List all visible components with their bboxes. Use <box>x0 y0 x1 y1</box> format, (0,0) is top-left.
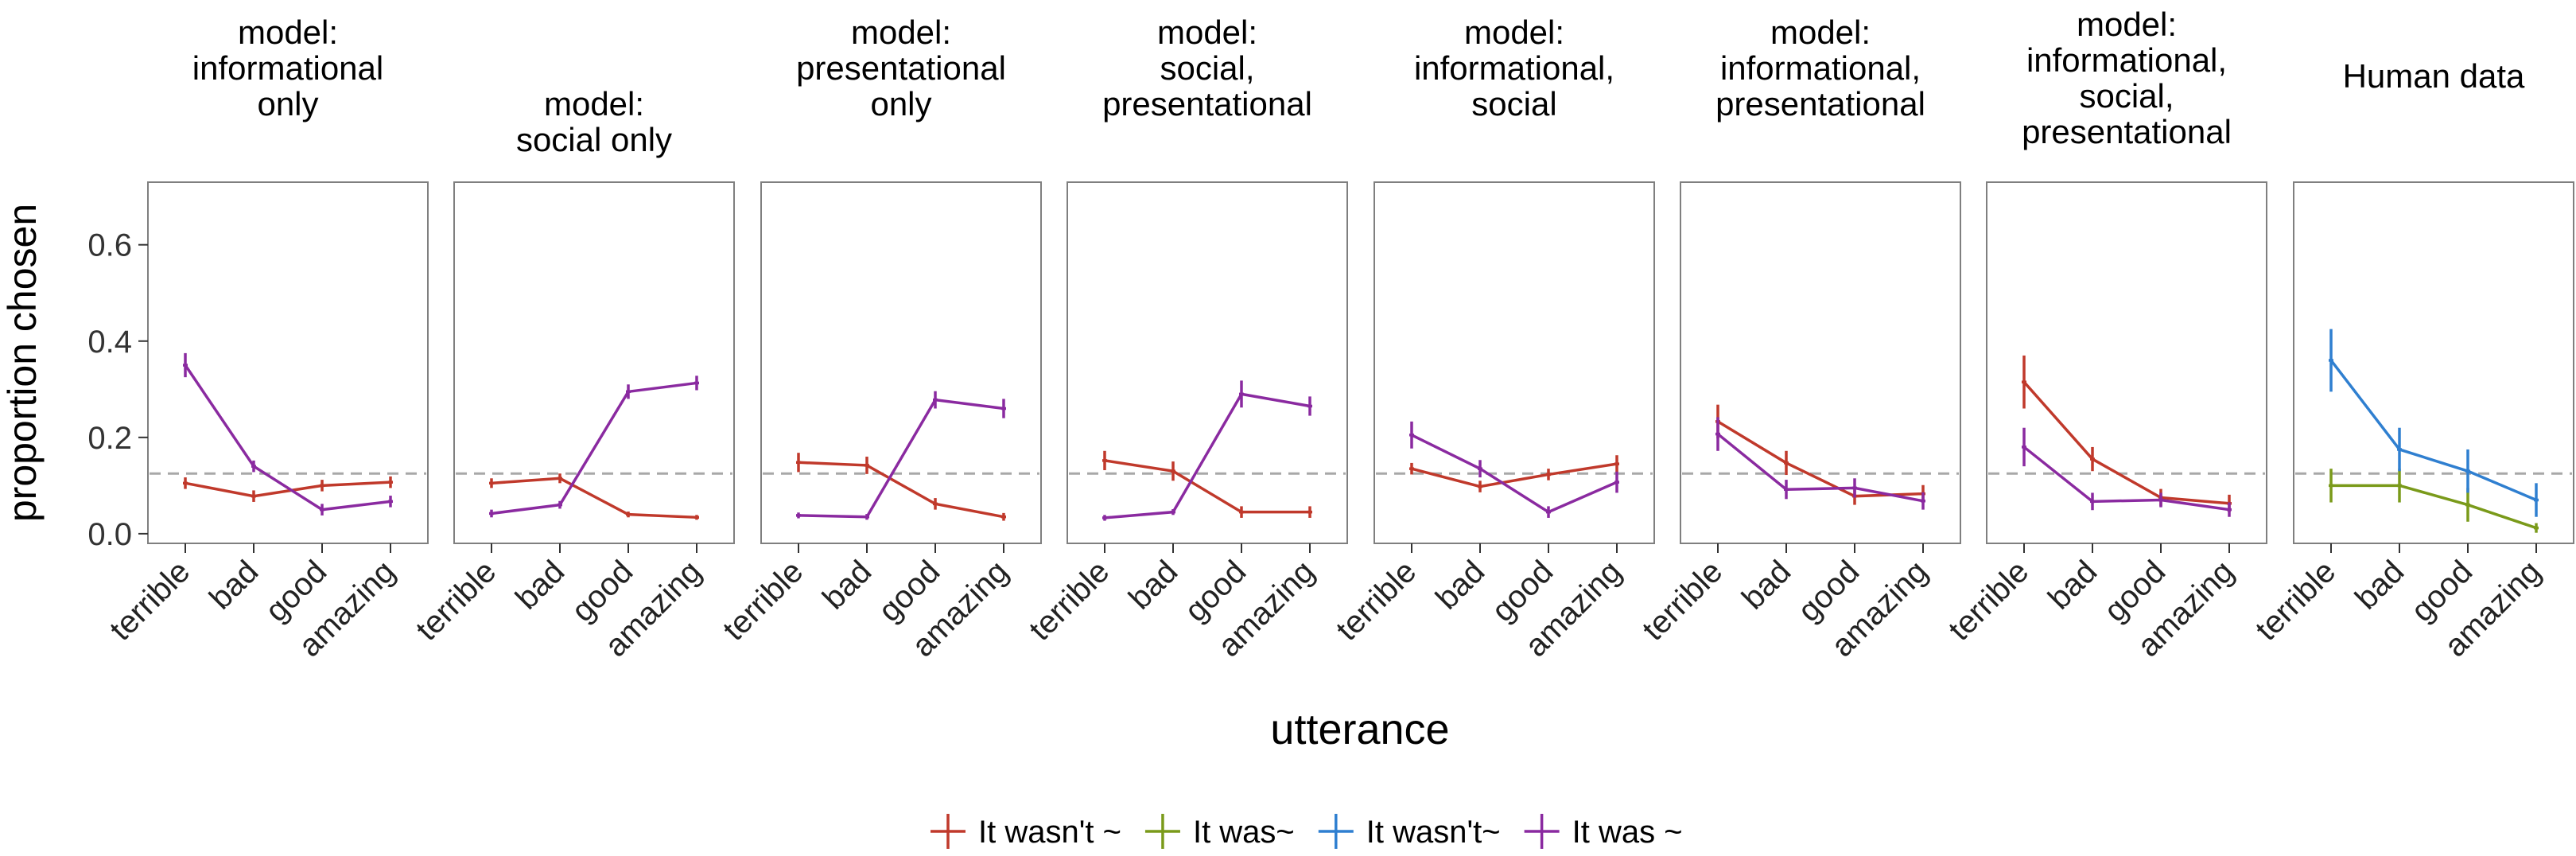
legend-label: It was~ <box>1193 815 1295 850</box>
facet-title-line: social <box>1471 85 1556 123</box>
panel-frame <box>2293 181 2574 544</box>
series-3 <box>489 375 699 518</box>
series-1 <box>2329 469 2539 533</box>
facet-title-line: social only <box>516 121 672 158</box>
series-line <box>185 481 391 498</box>
legend-label: It was ~ <box>1572 815 1683 850</box>
facet-title-line: presentational <box>1715 85 1925 123</box>
facet-title-line: model: <box>1157 14 1257 51</box>
legend-item: It was~ <box>1144 814 1295 850</box>
series-0 <box>796 453 1006 521</box>
panel-frame <box>1680 181 1961 544</box>
y-tick-label: 0.0 <box>87 517 132 552</box>
panel-frame <box>1373 181 1655 544</box>
legend-label: It wasn't ~ <box>978 815 1121 850</box>
series-line <box>1716 433 1924 503</box>
facet-title-line: model: <box>1770 14 1871 51</box>
facet-title-line: model: <box>2077 6 2177 43</box>
series-line <box>2022 381 2230 505</box>
y-tick-label: 0.6 <box>87 228 132 263</box>
facet-title-line: informational, <box>2026 41 2227 79</box>
legend-label: It wasn't~ <box>1366 815 1501 850</box>
panel-frame <box>760 181 1042 544</box>
facet-title-line: only <box>257 85 318 123</box>
facet-title-line: informational, <box>1720 49 1921 87</box>
series-0 <box>489 473 699 520</box>
facet-title-line: model: <box>851 14 951 51</box>
facet-title-line: Human data <box>2343 57 2525 95</box>
series-0 <box>1102 450 1312 518</box>
facet-title-line: social, <box>1160 49 1254 87</box>
facet-title-line: social, <box>2079 77 2174 115</box>
facet-title-line: presentational <box>2022 113 2232 150</box>
series-line <box>1411 462 1618 488</box>
series-line <box>2022 446 2230 512</box>
facet-title-line: informational, <box>1414 49 1614 87</box>
panel-frame <box>1067 181 1348 544</box>
series-2 <box>2329 329 2539 517</box>
legend-item: It was ~ <box>1524 814 1683 850</box>
legend: It wasn't ~ It was~ It wasn't~ It was ~ <box>931 814 1683 850</box>
series-line <box>798 461 1004 519</box>
series-3 <box>796 391 1006 520</box>
panel-frame <box>1986 181 2267 544</box>
series-3 <box>1102 380 1312 521</box>
series-0 <box>1409 455 1619 492</box>
series-line <box>1104 392 1311 519</box>
series-line <box>2329 359 2537 502</box>
series-line <box>491 477 697 519</box>
y-axis-title: proportion chosen <box>0 204 45 522</box>
series-0 <box>183 476 393 502</box>
series-line <box>1411 434 1618 514</box>
facet-title-line: only <box>870 85 931 123</box>
facet-title-line: model: <box>1464 14 1564 51</box>
legend-item: It wasn't ~ <box>931 814 1121 850</box>
legend-item: It wasn't~ <box>1318 814 1501 850</box>
y-tick-label: 0.2 <box>87 421 132 456</box>
series-line <box>1104 459 1310 514</box>
facet-title-line: model: <box>544 85 644 123</box>
series-3 <box>1409 421 1619 518</box>
series-3 <box>183 352 393 516</box>
facet-title-line: presentational <box>796 49 1006 87</box>
series-3 <box>1715 417 1925 510</box>
series-3 <box>2022 427 2232 517</box>
shared-axes: 0.0 0.2 0.4 0.6 proportion chosen utterance <box>0 204 1450 753</box>
facet-title-line: presentational <box>1102 85 1312 123</box>
series-line <box>2331 484 2537 530</box>
facet-title-line: informational <box>192 49 383 87</box>
series-line <box>491 381 697 516</box>
facet-title-line: model: <box>238 14 338 51</box>
x-axis-title: utterance <box>1270 706 1449 753</box>
series-line <box>798 398 1004 519</box>
y-tick-label: 0.4 <box>87 325 132 360</box>
panel-frame <box>453 181 735 544</box>
series-line <box>184 364 391 512</box>
